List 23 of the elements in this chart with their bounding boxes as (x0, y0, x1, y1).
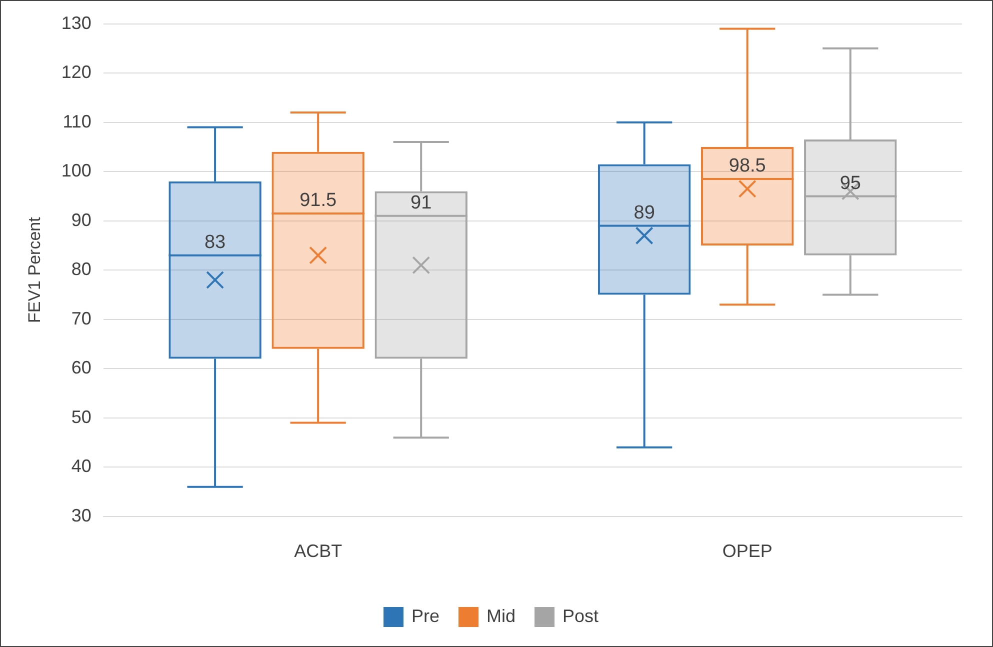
x-tick-label: ACBT (294, 541, 342, 562)
legend-label: Pre (411, 606, 440, 626)
legend-label: Post (562, 606, 599, 626)
text: 98.5 (728, 156, 766, 177)
x-tick-label: OPEP (722, 541, 772, 562)
legend-label: Mid (486, 606, 516, 626)
y-tick-label: 120 (61, 62, 92, 82)
text: 91 (410, 192, 432, 214)
y-tick-label: 100 (61, 160, 92, 181)
y-tick-label: 40 (71, 456, 92, 476)
y-axis-title: FEV1 Percent (24, 216, 44, 324)
text: 83 (204, 232, 226, 254)
y-tick-label: 70 (71, 308, 92, 328)
y-tick-label: 80 (71, 259, 92, 280)
y-tick-label: 110 (62, 111, 92, 132)
text: 89 (634, 202, 655, 224)
y-tick-label: 30 (71, 505, 92, 526)
y-tick-label: 130 (61, 12, 92, 33)
text: 95 (840, 172, 861, 194)
y-tick-label: 50 (71, 406, 92, 427)
y-tick-label: 60 (71, 358, 92, 378)
y-tick-label: 90 (71, 210, 92, 230)
text: 91.5 (300, 190, 337, 212)
